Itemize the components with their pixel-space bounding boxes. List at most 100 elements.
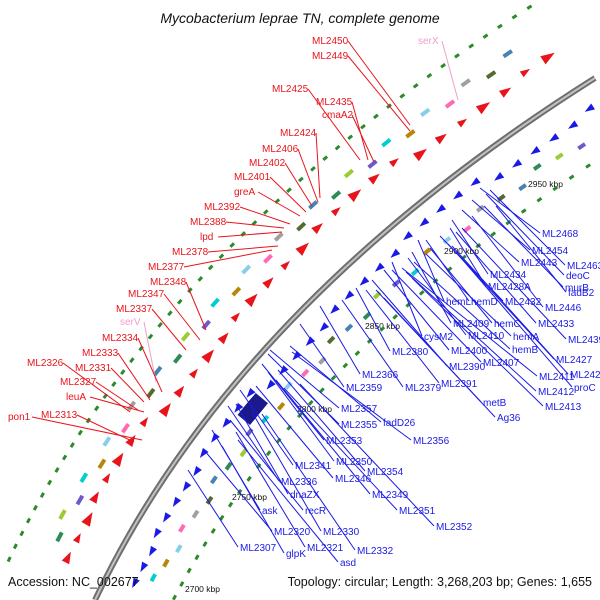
gene-label[interactable]: ML2390 [449,362,486,373]
gene-label[interactable]: ML2427 [556,355,593,366]
gene-label[interactable]: ML2351 [399,506,436,517]
gene-label[interactable]: asd [340,558,356,569]
gene-label[interactable]: ML2327 [60,377,97,388]
gc-mark [202,541,208,548]
gene-label[interactable]: ML2400 [451,346,488,357]
gene-label[interactable]: fadD26 [383,418,416,429]
gene-label[interactable]: ML2366 [362,370,399,381]
gene-label[interactable]: ML2321 [307,543,344,554]
gene-label[interactable]: fadB2 [568,288,595,299]
gene-label[interactable]: ML2377 [148,262,185,273]
gene-label[interactable]: ML2439 [568,335,600,346]
gene-label[interactable]: ML2424 [280,128,317,139]
gene-label[interactable]: ML2446 [545,303,582,314]
gene-label[interactable]: ML2450 [312,36,349,47]
gene-label[interactable]: ML2346 [335,474,372,485]
gene-label[interactable]: ML2341 [295,461,332,472]
gc-mark [129,357,135,364]
gene-label[interactable]: cmaA2 [322,110,354,121]
gene-label[interactable]: ML2411 [539,372,575,383]
gene-label[interactable]: ML2435 [316,97,353,108]
gene-label[interactable]: ML2443 [521,258,558,269]
gene-label[interactable]: serX [418,36,439,47]
gene-label[interactable]: recR [305,506,326,517]
gene-label[interactable]: ML2401 [234,172,271,183]
gene-label[interactable]: ML2355 [341,420,378,431]
gene-label[interactable]: hemC [494,319,521,330]
gene-label[interactable]: ML2326 [27,358,64,369]
gene-label[interactable]: ML2356 [413,436,450,447]
gene-label[interactable]: cysM2 [424,332,453,343]
gene-label[interactable]: pon1 [8,412,31,423]
gene-label[interactable]: serV [120,317,141,328]
gc-mark [218,253,225,260]
gene-label[interactable]: ML2463 [567,261,600,272]
gene-label[interactable]: ML2428A [488,282,531,293]
gene-label[interactable]: ML2349 [372,490,409,501]
gene-label[interactable]: ML2407 [483,358,520,369]
gene-label[interactable]: ML2449 [312,51,349,62]
gene-label[interactable]: ML2350 [336,457,373,468]
gene-label[interactable]: ML2347 [128,289,165,300]
gene-label[interactable]: ML2391 [441,379,478,390]
gene-label[interactable]: ML2332 [357,546,394,557]
gene-label[interactable]: ML2434 [490,270,527,281]
gene-label[interactable]: hemA [513,332,539,343]
gene-label[interactable]: dnaZX [290,490,320,501]
gene-label[interactable]: ML2392 [204,202,241,213]
gene-arrow [419,217,430,227]
gene-label[interactable]: leuA [66,392,86,403]
gene-label[interactable]: hemL [446,297,471,308]
gene-label[interactable]: ML2402 [249,158,286,169]
gene-label[interactable]: ML2354 [367,467,404,478]
gene-label[interactable]: ML2388 [190,217,227,228]
gene-label[interactable]: ML2380 [392,347,429,358]
gene-label[interactable]: ML2313 [41,410,78,421]
gene-label[interactable]: ML2378 [172,247,209,258]
gene-block [175,544,183,554]
gene-label[interactable]: ML2330 [323,527,360,538]
gene-label[interactable]: ML2410 [468,331,505,342]
gc-mark [54,467,60,473]
gene-label[interactable]: deoC [566,271,590,282]
gene-label[interactable]: murB [565,283,589,294]
gene-label[interactable]: glpK [286,549,306,560]
gene-label[interactable]: hemD [471,297,498,308]
gene-label[interactable]: greA [234,187,255,198]
gene-label[interactable]: ML2348 [150,277,187,288]
gene-label[interactable]: ML2353 [326,436,363,447]
leader-line [284,162,313,207]
gene-label[interactable]: lpd [200,232,213,243]
gene-label[interactable]: ask [262,506,279,517]
gene-label[interactable]: ML2406 [262,144,299,155]
gene-label[interactable]: ML2379 [405,383,442,394]
gene-label[interactable]: ML2454 [532,246,569,257]
gene-label[interactable]: ML2333 [82,348,119,359]
gc-mark [186,567,192,574]
gene-label[interactable]: ML2433 [538,319,575,330]
gene-label[interactable]: ML2409 [453,319,490,330]
gene-label[interactable]: Ag36 [497,413,521,424]
gene-arrow [149,545,158,557]
gene-label[interactable]: ML2428 [570,370,600,381]
gene-label[interactable]: hemB [512,345,538,356]
gene-label[interactable]: ML2359 [346,383,383,394]
gene-label[interactable]: ML2352 [436,522,473,533]
gene-label[interactable]: ML2334 [102,333,139,344]
gene-label[interactable]: ML2336 [281,477,318,488]
gene-label[interactable]: proC [574,383,596,394]
gene-label[interactable]: ML2357 [341,404,378,415]
gene-arrow [470,177,481,187]
gene-label[interactable]: ML2320 [274,527,311,538]
gene-label[interactable]: ML2432 [505,297,542,308]
gene-label[interactable]: ML2307 [240,543,277,554]
gene-label[interactable]: ML2425 [272,84,309,95]
gene-label[interactable]: ML2413 [545,402,582,413]
gene-label[interactable]: ML2337 [116,304,153,315]
gene-label[interactable]: metB [483,398,507,409]
gc-mark [334,144,341,151]
gene-label[interactable]: ML2412 [538,387,575,398]
gene-label[interactable]: ML2468 [542,229,579,240]
leader-line [283,387,398,511]
gene-label[interactable]: ML2331 [75,363,112,374]
